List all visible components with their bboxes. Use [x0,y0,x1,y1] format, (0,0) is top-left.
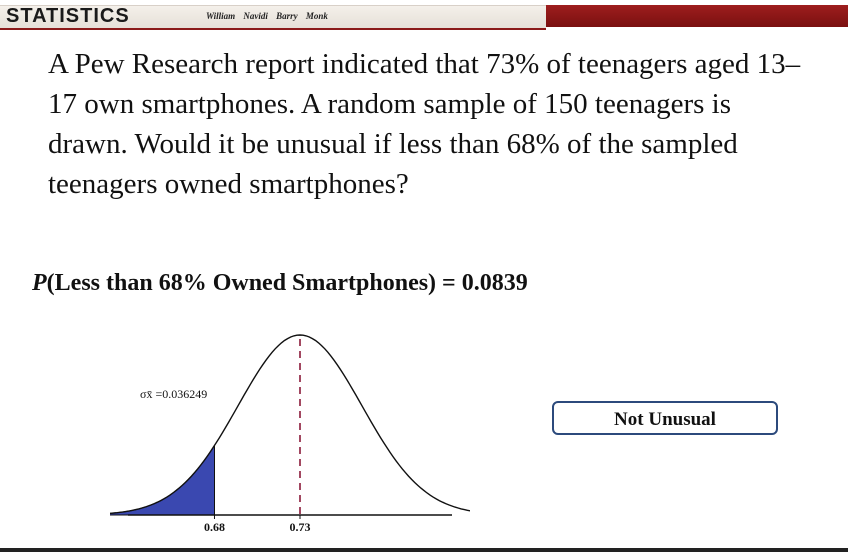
probability-expression: (Less than 68% Owned Smartphones) = 0.08… [46,270,528,296]
normal-curve [110,334,470,515]
question-text: A Pew Research report indicated that 73%… [48,48,801,200]
probability-symbol: P [32,270,47,296]
tick-label-0.68: 0.68 [204,520,225,534]
sigma-label: σx̄ =0.036249 [140,387,207,401]
bottom-border [0,548,848,552]
normal-curve-chart: 0.68 0.73 σx̄ =0.036249 [110,334,470,534]
brand-title: STATISTICS [6,5,130,27]
authors: William Navidi Barry Monk [206,11,328,21]
shaded-region [110,443,215,516]
header-strip [0,5,546,30]
header-accent [546,5,848,27]
probability-result: P(Less than 68% Owned Smartphones) = 0.0… [32,270,528,297]
answer-box: Not Unusual [552,401,778,435]
tick-label-0.73: 0.73 [290,520,311,534]
header-bar: STATISTICS William Navidi Barry Monk [0,0,848,34]
